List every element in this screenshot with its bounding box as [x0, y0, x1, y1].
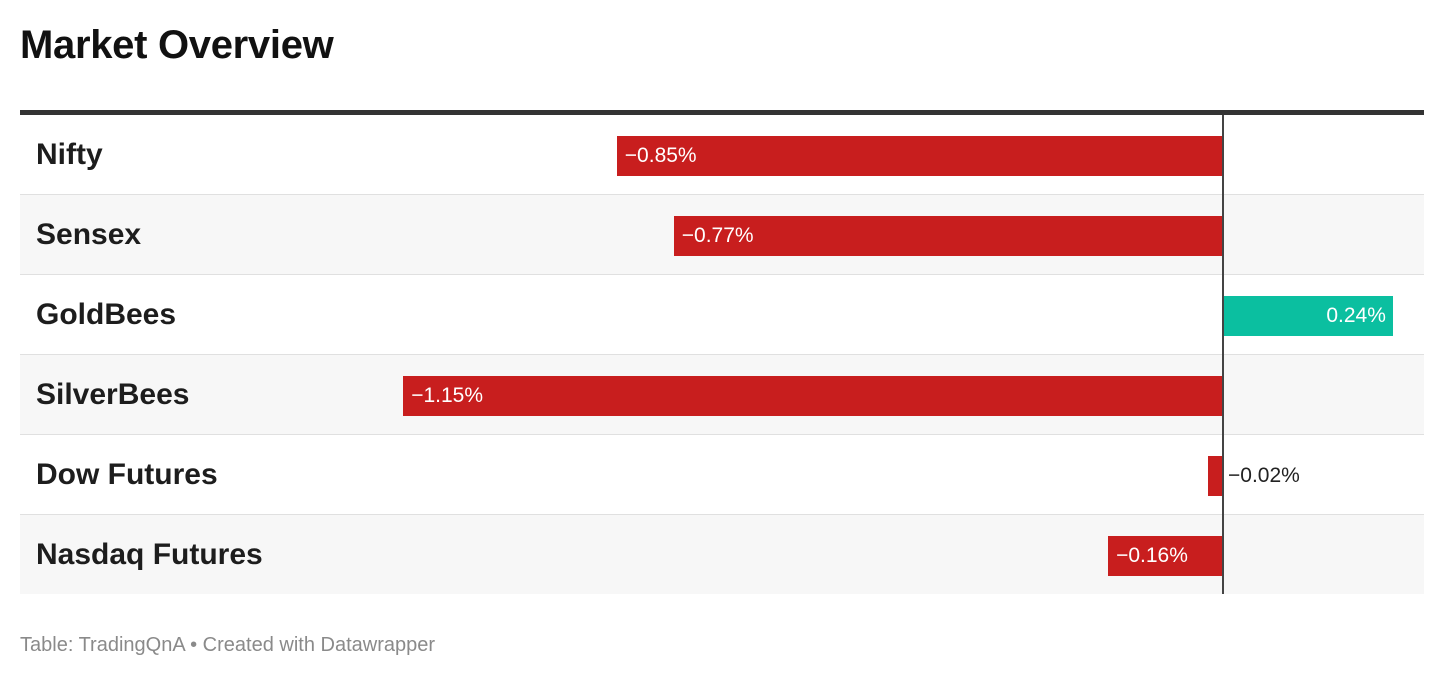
table-row: Sensex −0.77% — [20, 195, 1424, 275]
table-row: Nifty −0.85% — [20, 115, 1424, 195]
row-label: GoldBees — [36, 298, 177, 331]
bar — [403, 376, 1222, 416]
chart-title: Market Overview — [20, 23, 334, 67]
bar — [1222, 296, 1393, 336]
zero-axis-line — [1222, 115, 1224, 594]
row-label: Sensex — [36, 218, 142, 251]
bar — [616, 136, 1222, 176]
row-label: Dow Futures — [36, 458, 218, 491]
row-label: Nifty — [36, 138, 103, 171]
row-label: Nasdaq Futures — [36, 538, 263, 571]
table-row: GoldBees 0.24% — [20, 275, 1424, 355]
bar-value-label: −0.85% — [624, 144, 697, 167]
bar — [1108, 536, 1222, 576]
table-row: Dow Futures −0.02% — [20, 435, 1424, 515]
bar-value-label: −0.16% — [1116, 544, 1188, 567]
table-row: SilverBees −1.15% — [20, 355, 1424, 435]
table-row: Nasdaq Futures −0.16% — [20, 515, 1424, 594]
bar-value-label: 0.24% — [1326, 304, 1386, 327]
source-footer: Table: TradingQnA • Created with Datawra… — [20, 634, 435, 656]
bar-table: Nifty −0.85% Sensex −0.77% GoldBees 0.24% Silv… — [20, 110, 1424, 594]
bar-value-label: −0.02% — [1228, 464, 1300, 487]
bar-value-label: −0.77% — [681, 224, 754, 247]
bar — [1207, 456, 1222, 496]
bar-value-label: −1.15% — [411, 384, 483, 407]
bar — [673, 216, 1222, 256]
row-label: SilverBees — [36, 378, 190, 411]
